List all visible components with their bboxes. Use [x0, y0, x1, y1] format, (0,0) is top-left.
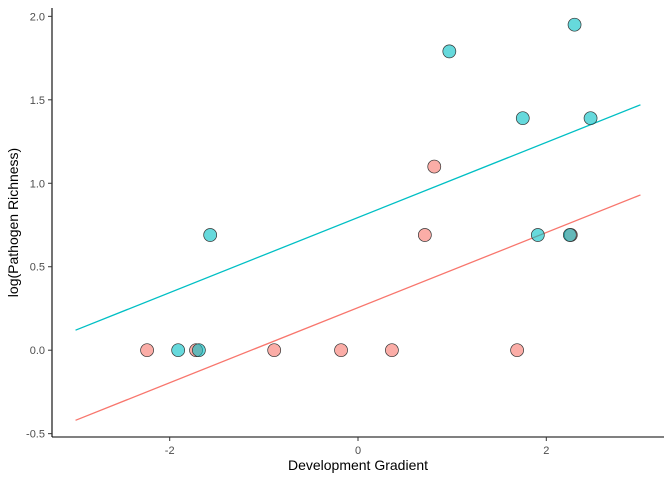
fit-line-series-1 [75, 194, 641, 421]
data-point-series-2 [192, 343, 206, 358]
data-point-series-1 [510, 343, 524, 358]
y-tick-label: -0.5 [26, 429, 45, 441]
data-point-series-2 [203, 228, 218, 242]
x-axis-ticks: -2 0 2 [165, 437, 549, 457]
x-tick-label: 0 [355, 445, 361, 457]
y-tick-label: 0.0 [30, 345, 45, 357]
data-point-series-2 [515, 111, 530, 126]
data-point-series-1 [334, 343, 348, 358]
data-points [140, 17, 598, 358]
y-axis-title: log(Pathogen Richness) [5, 148, 21, 297]
y-tick-label: 0.5 [30, 262, 45, 274]
data-point-series-2 [567, 17, 582, 32]
data-point-series-2 [562, 228, 577, 242]
data-point-series-2 [442, 44, 457, 59]
data-point-series-2 [530, 228, 545, 242]
data-point-series-2 [171, 343, 186, 358]
fit-line-series-2 [75, 104, 641, 331]
data-point-series-1 [427, 159, 442, 174]
x-axis-title: Development Gradient [288, 457, 428, 473]
y-tick-label: 1.5 [30, 95, 45, 107]
data-point-series-1 [267, 343, 282, 358]
y-axis-ticks: -0.5 0.0 0.5 1.0 1.5 2.0 [26, 11, 52, 441]
data-point-series-2 [583, 111, 598, 126]
fit-lines [75, 104, 641, 421]
y-tick-label: 1.0 [30, 178, 45, 190]
data-point-series-1 [385, 343, 399, 358]
data-point-series-1 [417, 228, 432, 242]
data-point-series-1 [140, 343, 154, 358]
x-tick-label: 2 [543, 445, 549, 457]
y-tick-label: 2.0 [30, 11, 45, 23]
x-tick-label: -2 [165, 445, 175, 457]
